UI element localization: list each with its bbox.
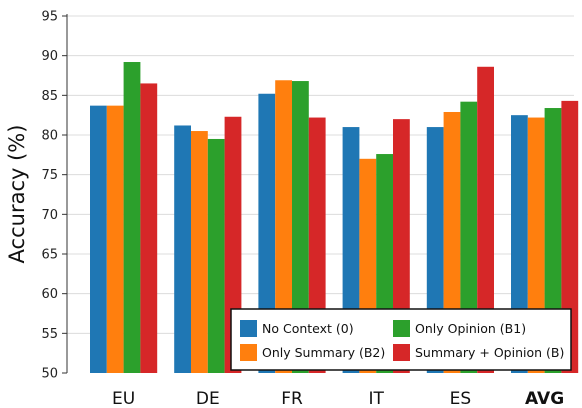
legend-entry: Only Summary (B2) xyxy=(262,345,385,360)
legend-swatch xyxy=(240,344,257,361)
legend-swatch xyxy=(240,320,257,337)
y-tick-label: 95 xyxy=(41,10,58,25)
legend-swatch xyxy=(393,344,410,361)
bar-eu-series-2 xyxy=(123,62,141,373)
y-tick-label: 80 xyxy=(41,129,58,144)
bars xyxy=(90,62,579,374)
y-axis: 50 55 60 65 70 75 80 85 90 95 xyxy=(41,10,68,382)
bar-eu-series-1 xyxy=(106,105,124,373)
x-tick-label: FR xyxy=(281,389,303,408)
x-tick-label: ES xyxy=(450,389,472,408)
y-tick-label: 90 xyxy=(41,49,58,64)
bar-avg-series-2 xyxy=(544,108,562,373)
bar-fr-series-1 xyxy=(275,80,292,373)
y-axis-label: Accuracy (%) xyxy=(5,125,29,264)
y-tick-label: 85 xyxy=(41,89,58,104)
legend-entry: No Context (0) xyxy=(262,321,354,336)
y-tick-label: 55 xyxy=(41,327,58,342)
bar-eu-series-0 xyxy=(90,105,107,373)
y-tick-label: 70 xyxy=(41,208,58,223)
bar-es-series-2 xyxy=(460,101,478,374)
bar-fr-series-0 xyxy=(258,93,276,373)
y-tick-label: 75 xyxy=(41,168,58,183)
bar-avg-series-3 xyxy=(561,100,579,374)
y-tick-label: 65 xyxy=(41,248,58,263)
x-tick-label: DE xyxy=(196,389,220,408)
bar-de-series-1 xyxy=(191,131,208,373)
x-axis-labels: EU DE FR IT ES AVG xyxy=(112,389,564,408)
bar-eu-series-3 xyxy=(140,83,158,373)
x-tick-label: IT xyxy=(368,389,384,408)
y-tick-label: 60 xyxy=(41,287,58,302)
y-tick-label: 50 xyxy=(41,367,58,382)
bar-es-series-3 xyxy=(477,66,494,374)
legend: No Context (0) Only Summary (B2) Only Opin… xyxy=(230,308,572,371)
bar-fr-series-2 xyxy=(292,81,309,373)
bar-es-series-1 xyxy=(443,111,461,373)
legend-entry: Only Opinion (B1) xyxy=(415,321,526,336)
legend-entry: Summary + Opinion (B) xyxy=(415,345,564,360)
legend-swatch xyxy=(393,320,410,337)
bar-de-series-0 xyxy=(174,125,191,373)
bar-de-series-2 xyxy=(207,138,225,373)
x-tick-label: AVG xyxy=(525,389,564,408)
x-tick-label: EU xyxy=(112,389,135,408)
